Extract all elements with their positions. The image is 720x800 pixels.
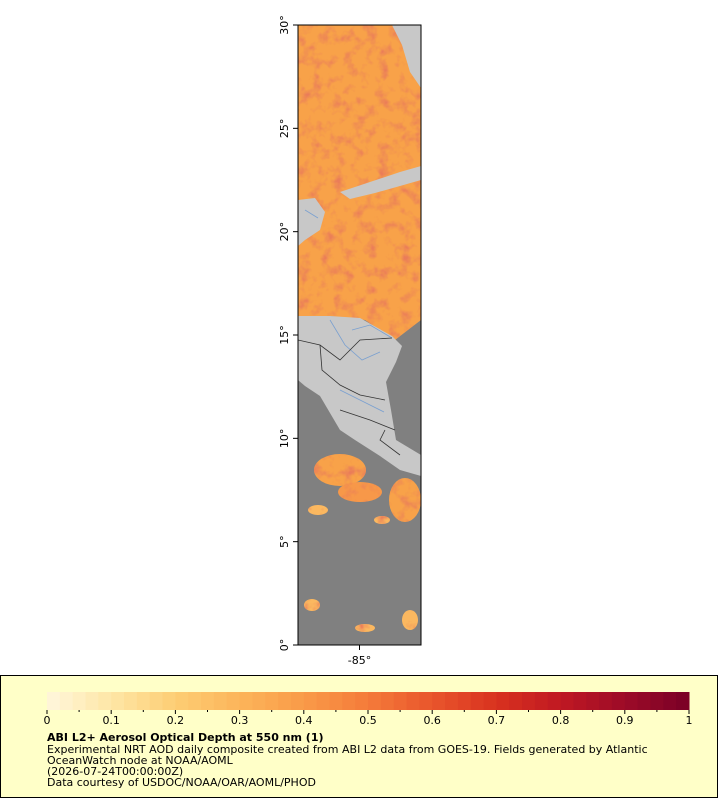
colorbar-swatch: [278, 692, 292, 710]
colorbar-swatch: [547, 692, 562, 710]
colorbar-swatch: [368, 692, 382, 710]
colorbar-tick-label: 0.1: [102, 714, 120, 727]
y-tick-label: 20°: [278, 222, 291, 242]
colorbar-swatch: [175, 692, 189, 710]
y-tick-label: 30°: [278, 15, 291, 35]
colorbar-swatch: [534, 692, 549, 710]
y-tick-label: 15°: [278, 325, 291, 345]
colorbar-swatch: [329, 692, 343, 710]
colorbar-swatch: [586, 692, 600, 710]
colorbar-swatch: [124, 692, 138, 710]
y-tick-label: 10°: [278, 429, 291, 449]
colorbar-tick-label: 0.6: [423, 714, 441, 727]
colorbar-swatch: [650, 692, 664, 710]
legend-line: Data courtesy of USDOC/NOAA/OAR/AOML/PHO…: [47, 776, 316, 789]
y-tick-label: 0°: [278, 639, 291, 652]
colorbar-swatch: [47, 692, 61, 710]
colorbar-swatch: [239, 692, 253, 710]
y-tick-label: 25°: [278, 119, 291, 139]
colorbar-swatch: [457, 692, 472, 710]
colorbar-swatch: [560, 692, 574, 710]
colorbar-swatch: [573, 692, 587, 710]
colorbar-swatch: [380, 692, 395, 710]
map: [298, 25, 421, 645]
colorbar-swatch: [624, 692, 639, 710]
colorbar-swatch: [599, 692, 613, 710]
colorbar-swatch: [72, 692, 87, 710]
colorbar-swatch: [419, 692, 433, 710]
colorbar-swatch: [136, 692, 151, 710]
legend-line: Experimental NRT AOD daily composite cre…: [47, 743, 648, 756]
legend-line: (2026-07-24T00:00:00Z): [47, 765, 183, 778]
colorbar-tick-label: 0.3: [231, 714, 249, 727]
colorbar-tick-label: 0: [44, 714, 51, 727]
colorbar-swatch: [509, 692, 523, 710]
colorbar-swatch: [342, 692, 356, 710]
colorbar-swatch: [303, 692, 318, 710]
colorbar-swatch: [611, 692, 626, 710]
colorbar-swatch: [496, 692, 510, 710]
colorbar-swatch: [676, 692, 690, 710]
colorbar-tick-label: 0.2: [167, 714, 185, 727]
borders: [298, 337, 401, 456]
colorbar-swatch: [213, 692, 228, 710]
colorbar-swatch: [290, 692, 305, 710]
colorbar-swatch: [445, 692, 459, 710]
y-tick-label: 5°: [278, 535, 291, 548]
colorbar-swatch: [265, 692, 279, 710]
colorbar-swatch: [98, 692, 112, 710]
colorbar-tick-label: 1: [686, 714, 693, 727]
colorbar-swatch: [149, 692, 164, 710]
colorbar-tick-label: 0.4: [295, 714, 313, 727]
land: [298, 25, 421, 476]
colorbar-swatch: [663, 692, 677, 710]
x-tick-label: -85°: [348, 654, 371, 667]
colorbar-swatch: [470, 692, 485, 710]
colorbar-tick-label: 0.9: [616, 714, 634, 727]
aod-field: [298, 25, 421, 632]
colorbar-swatch: [432, 692, 446, 710]
colorbar-swatch: [355, 692, 369, 710]
colorbar-swatch: [188, 692, 202, 710]
colorbar-swatch: [252, 692, 266, 710]
colorbar-swatch: [59, 692, 74, 710]
colorbar-tick-label: 0.8: [552, 714, 570, 727]
colorbar-swatch: [637, 692, 651, 710]
colorbar-swatch: [393, 692, 408, 710]
colorbar-swatch: [201, 692, 215, 710]
legend-line: OceanWatch node at NOAA/AOML: [47, 754, 234, 767]
colorbar-tick-label: 0.5: [359, 714, 377, 727]
colorbar-swatch: [162, 692, 176, 710]
legend-title: ABI L2+ Aerosol Optical Depth at 550 nm …: [47, 731, 324, 744]
colorbar-swatch: [522, 692, 536, 710]
colorbar-swatch: [316, 692, 330, 710]
colorbar-swatch: [111, 692, 125, 710]
colorbar-tick-label: 0.7: [488, 714, 506, 727]
colorbar-swatch: [226, 692, 241, 710]
colorbar-swatch: [85, 692, 99, 710]
colorbar-swatch: [483, 692, 497, 710]
colorbar-swatch: [406, 692, 420, 710]
rivers: [304, 209, 393, 413]
